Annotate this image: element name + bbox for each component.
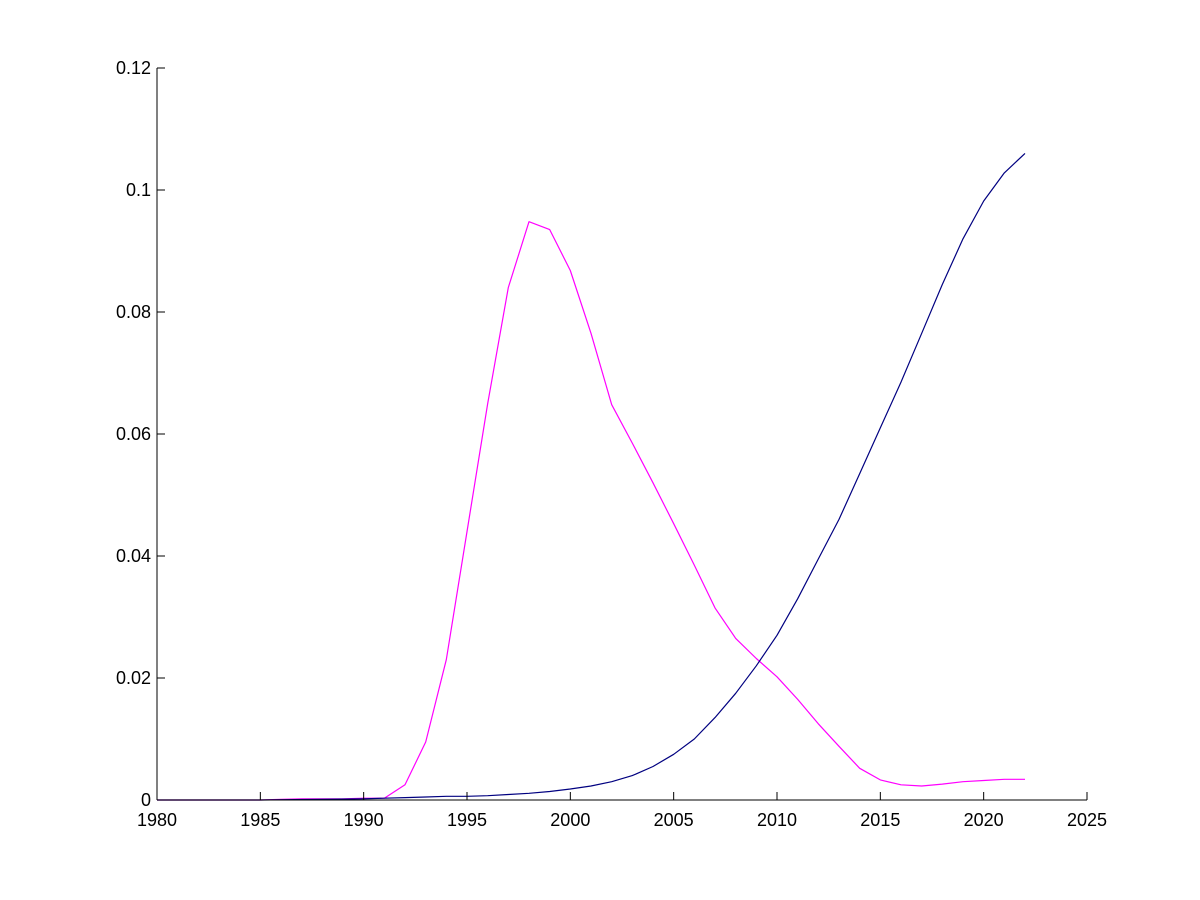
x-tick-label: 2025 — [1067, 810, 1107, 830]
y-tick-label: 0.1 — [126, 180, 151, 200]
y-tick-label: 0 — [141, 790, 151, 810]
axes-layer: 1980 1985 1990 1995 2000 2005 2010 2015 2020 2025… — [116, 58, 1107, 830]
x-tick-label: 1985 — [240, 810, 280, 830]
series-layer — [157, 152, 1026, 801]
x-tick-label: 2010 — [757, 810, 797, 830]
x-tick-label: 2020 — [964, 810, 1004, 830]
y-tick-label: 0.02 — [116, 668, 151, 688]
x-tick-label: 2005 — [654, 810, 694, 830]
x-tick-label: 1980 — [137, 810, 177, 830]
series-line-0 — [157, 221, 1025, 801]
x-tick-label: 1995 — [447, 810, 487, 830]
y-tick-label: 0.08 — [116, 302, 151, 322]
x-tick-label: 2015 — [860, 810, 900, 830]
y-tick-label: 0.12 — [116, 58, 151, 78]
y-tick-label: 0.04 — [116, 546, 151, 566]
x-tick-label: 2000 — [550, 810, 590, 830]
y-tick-label: 0.06 — [116, 424, 151, 444]
series-line-1 — [157, 152, 1026, 801]
x-tick-label: 1990 — [344, 810, 384, 830]
